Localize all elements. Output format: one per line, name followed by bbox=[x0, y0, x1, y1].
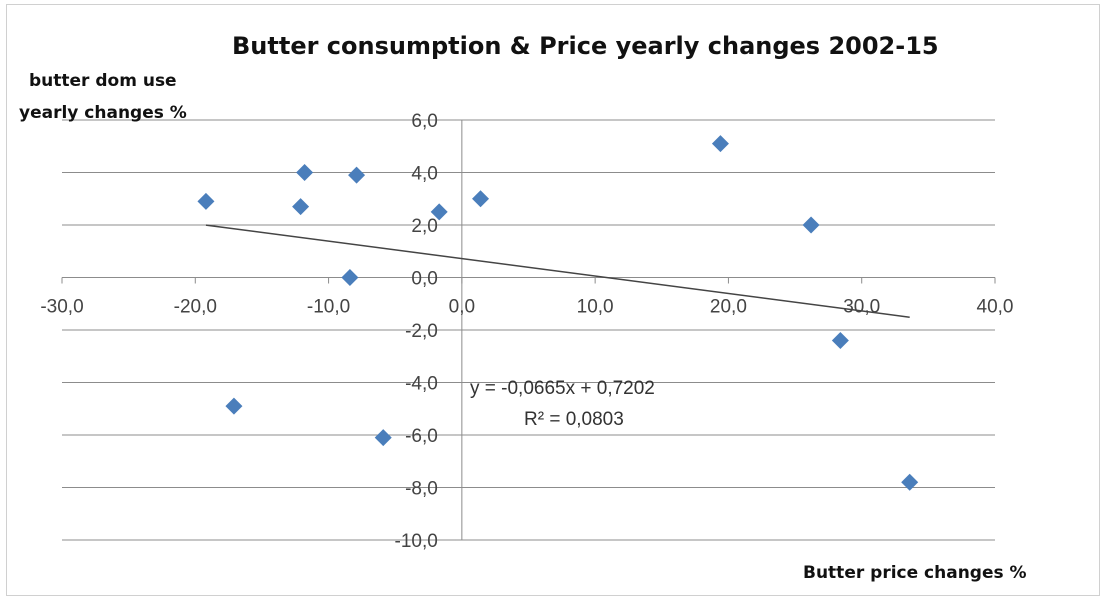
data-point bbox=[341, 269, 359, 286]
y-tick-labels: 6,0 4,0 2,0 0,0 -2,0 -4,0 -6,0 -8,0 -10,0 bbox=[395, 111, 438, 552]
chart-title: Butter consumption & Price yearly change… bbox=[232, 32, 939, 60]
x-tick-labels: -30,0 -20,0 -10,0 0,0 10,0 20,0 30,0 40,0 bbox=[40, 297, 1013, 318]
data-point bbox=[292, 198, 310, 216]
scatter-chart: 6,04,02,00,0-2,0-4,0-6,0-8,0-10,0 -30,0-… bbox=[19, 32, 1027, 583]
data-point bbox=[831, 332, 849, 349]
y-axis-title-line-1: butter dom use bbox=[29, 71, 177, 91]
data-point bbox=[802, 216, 820, 234]
x-tick-label: -30,0 bbox=[40, 297, 83, 318]
data-points bbox=[197, 135, 919, 491]
data-point bbox=[374, 429, 392, 447]
data-point bbox=[225, 397, 243, 415]
axes bbox=[61, 119, 996, 541]
x-axis-title: Butter price changes % bbox=[803, 563, 1027, 583]
data-point bbox=[472, 190, 490, 208]
y-tick-label: 6,0 bbox=[411, 111, 437, 132]
x-tick-label: -20,0 bbox=[174, 297, 217, 318]
y-axis-title-line-2: yearly changes % bbox=[19, 103, 187, 123]
data-point bbox=[197, 192, 215, 210]
y-tick-label: 0,0 bbox=[411, 269, 437, 290]
grid-lines bbox=[62, 119, 995, 541]
x-tick-label: 10,0 bbox=[577, 297, 614, 318]
x-tick-label: 20,0 bbox=[710, 297, 747, 318]
trendline bbox=[205, 224, 910, 318]
x-tick-label: -10,0 bbox=[307, 297, 350, 318]
x-tick-label: 40,0 bbox=[977, 297, 1014, 318]
data-point bbox=[430, 203, 448, 221]
y-tick-label: -4,0 bbox=[405, 374, 438, 395]
y-tick-label: -6,0 bbox=[405, 426, 438, 447]
data-point bbox=[711, 135, 729, 153]
trendline-r-squared: R² = 0,0803 bbox=[524, 409, 624, 430]
x-tick-label: 30,0 bbox=[843, 297, 880, 318]
y-tick-label: 4,0 bbox=[411, 164, 437, 185]
chart-frame: 6,0 4,0 2,0 0,0 -2,0 -4,0 -6,0 -8,0 -10,0 -30,0-… bbox=[6, 4, 1100, 596]
y-tick-label: -2,0 bbox=[405, 321, 438, 342]
y-tick-label: -10,0 bbox=[395, 531, 438, 552]
data-point bbox=[348, 166, 366, 184]
data-point bbox=[296, 164, 314, 181]
y-tick-label: -8,0 bbox=[405, 479, 438, 500]
data-point bbox=[901, 473, 919, 491]
y-tick-label: 2,0 bbox=[411, 216, 437, 237]
x-tick-label: 0,0 bbox=[449, 297, 475, 318]
trendline-layer bbox=[205, 224, 910, 318]
trendline-equation: y = -0,0665x + 0,7202 bbox=[470, 378, 655, 399]
